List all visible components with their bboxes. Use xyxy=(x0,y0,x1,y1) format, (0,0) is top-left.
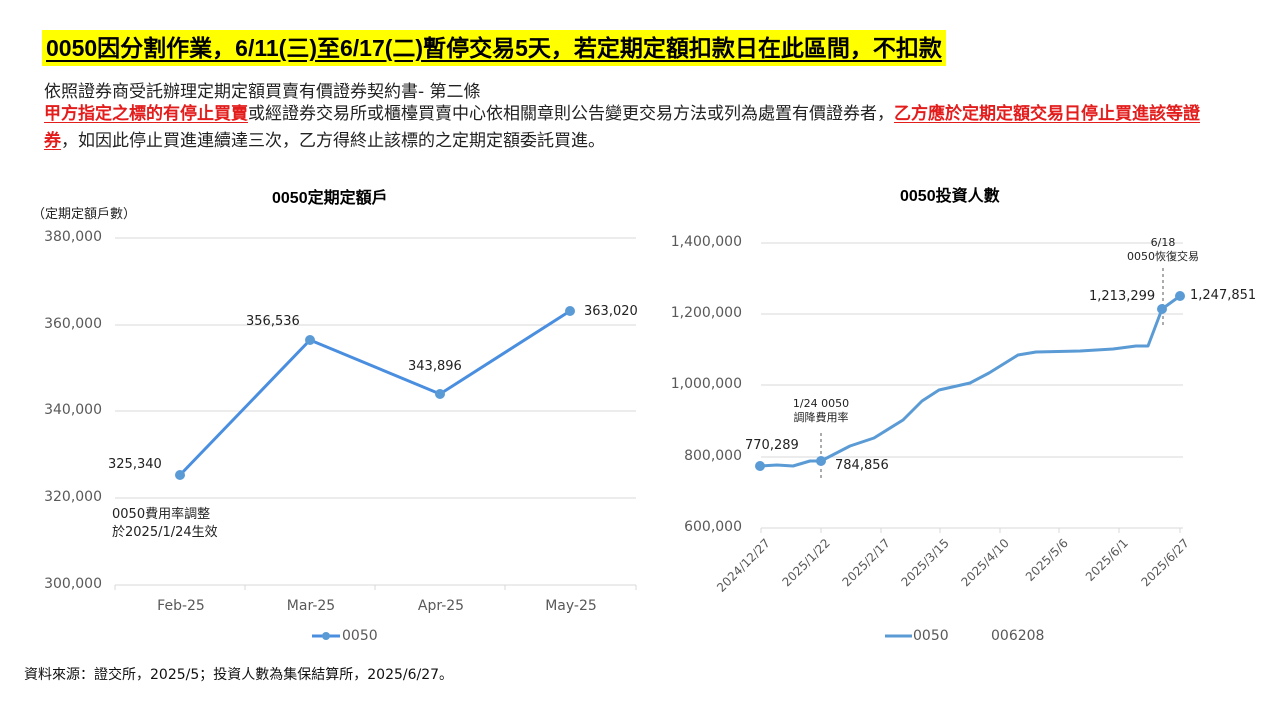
left-x-tick: May-25 xyxy=(545,598,597,614)
left-y-tick: 300,000 xyxy=(44,576,102,592)
left-data-label: 343,896 xyxy=(408,359,462,374)
right-gridlines xyxy=(760,242,1183,533)
left-x-tick: Mar-25 xyxy=(286,598,336,614)
left-markers xyxy=(175,306,575,480)
left-series-0050 xyxy=(178,309,571,477)
contract-reference: 依照證券商受託辦理定期定額買賣有價證券契約書- 第二條 xyxy=(44,82,481,102)
right-annotation-fee-cut: 1/24 0050 調降費用率 xyxy=(792,397,850,424)
left-y-tick: 340,000 xyxy=(44,402,102,418)
right-y-tick: 1,000,000 xyxy=(670,376,742,392)
right-markers xyxy=(755,291,1185,471)
right-data-label-fee-cut: 784,856 xyxy=(835,458,889,473)
source-note: 資料來源：證交所，2025/5；投資人數為集保結算所，2025/6/27。 xyxy=(24,667,454,683)
right-y-tick: 1,200,000 xyxy=(670,305,742,321)
right-y-tick: 1,400,000 xyxy=(670,234,742,250)
left-y-tick: 380,000 xyxy=(44,229,102,245)
left-chart-y-unit: （定期定額戶數） xyxy=(32,207,137,222)
left-gridlines xyxy=(114,237,637,590)
right-data-label-start: 770,289 xyxy=(745,438,799,453)
left-data-label: 356,536 xyxy=(246,314,300,329)
left-y-tick: 360,000 xyxy=(44,316,102,332)
right-chart-title: 0050投資人數 xyxy=(900,188,1000,205)
left-x-tick: Feb-25 xyxy=(157,598,205,614)
right-legend-0050: 0050 xyxy=(913,628,949,644)
right-data-label-end: 1,247,851 xyxy=(1190,288,1257,303)
left-data-label: 363,020 xyxy=(584,304,638,319)
right-series-0050 xyxy=(759,294,1181,468)
right-legend-006208: 006208 xyxy=(991,628,1045,644)
clause-highlight-1: 甲方指定之標的有停止買賣 xyxy=(44,104,248,124)
clause-text-2: 或經證券交易所或櫃檯買賣中心依相關章則公告變更交易方法或列為處置有價證券者， xyxy=(248,104,894,124)
right-annotation-resume: 6/18 0050恢復交易 xyxy=(1127,236,1199,263)
clause-highlight-2: 乙方應於定期定額交易日停止買進該等證券 xyxy=(44,104,1200,151)
left-annotation: 0050費用率調整 於2025/1/24生效 xyxy=(112,507,218,540)
right-y-tick: 800,000 xyxy=(684,448,742,464)
left-legend-0050: 0050 xyxy=(342,628,378,644)
headline-banner: 0050因分割作業，6/11(三)至6/17(二)暫停交易5天，若定期定額扣款日… xyxy=(42,30,946,66)
left-data-label: 325,340 xyxy=(108,457,162,472)
left-chart-title: 0050定期定額戶 xyxy=(272,190,388,207)
left-y-tick: 320,000 xyxy=(44,489,102,505)
right-data-label-before-resume: 1,213,299 xyxy=(1089,289,1156,304)
right-y-tick: 600,000 xyxy=(684,519,742,535)
left-x-tick: Apr-25 xyxy=(417,598,465,614)
contract-clause: 甲方指定之標的有停止買賣或經證券交易所或櫃檯買賣中心依相關章則公告變更交易方法或… xyxy=(44,101,1224,155)
clause-text-4: ，如因此停止買進連續達三次，乙方得終止該標的之定期定額委託買進。 xyxy=(61,131,605,151)
